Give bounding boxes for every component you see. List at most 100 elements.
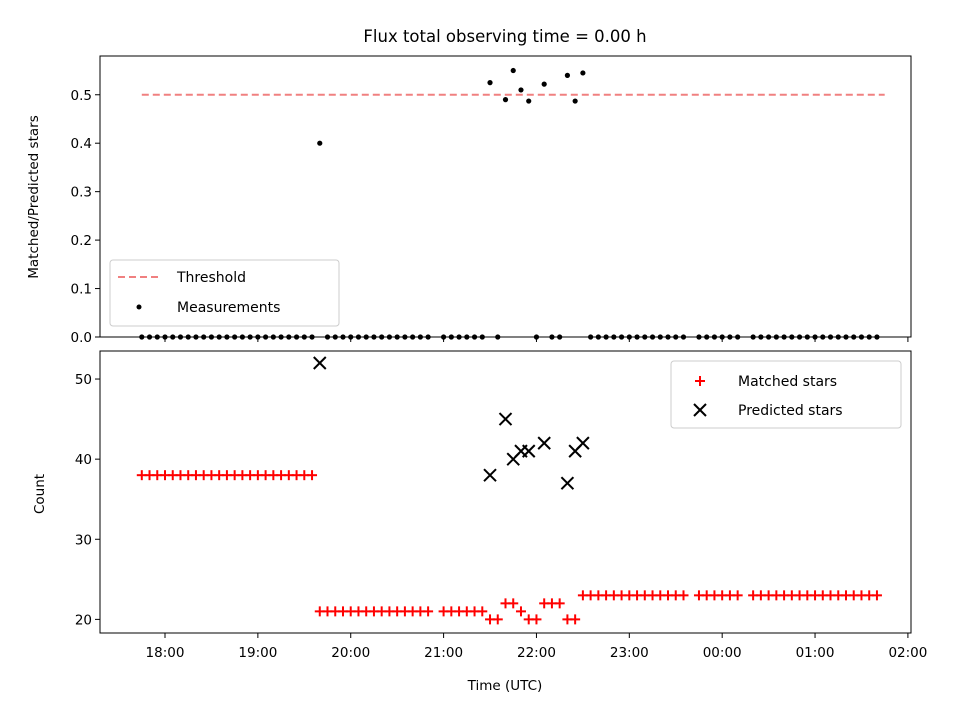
matched-star-point <box>531 614 542 625</box>
predicted-star-point <box>522 444 536 458</box>
x-tick-label: 18:00 <box>146 645 185 661</box>
top-y-tick-label: 0.0 <box>71 330 92 346</box>
matched-star-point <box>732 590 743 601</box>
top-panel-ratio: 0.0 0.1 0.2 0.3 0.4 0.5 <box>71 55 912 346</box>
measurement-point <box>680 334 687 340</box>
measurement-point <box>317 140 323 146</box>
measurement-point <box>216 334 222 340</box>
measurement-point <box>618 334 625 340</box>
measurement-point <box>348 334 354 340</box>
measurement-point <box>379 334 385 340</box>
matched-star-point <box>423 606 434 617</box>
measurement-point <box>139 334 145 340</box>
measurement-point <box>417 334 423 340</box>
predicted-star-point <box>537 436 551 450</box>
x-axis-label: Time (UTC) <box>467 678 543 694</box>
matched-star-point <box>492 614 503 625</box>
measurement-point <box>874 334 880 340</box>
bottom-plot-frame <box>99 350 912 634</box>
predicted-star-point <box>498 412 513 426</box>
top-legend: Threshold Measurements <box>109 259 340 327</box>
top-y-tick-label: 0.1 <box>71 282 92 298</box>
bottom-y-tick-label: 20 <box>75 612 92 628</box>
measurement-point <box>247 334 253 340</box>
measurement-point <box>340 334 346 340</box>
measurement-point <box>402 334 408 340</box>
measurement-point <box>363 334 369 340</box>
measurement-point <box>487 80 493 86</box>
matched-star-point <box>678 590 689 601</box>
measurement-point <box>278 334 284 340</box>
measurement-point <box>193 334 199 340</box>
x-tick-label: 00:00 <box>703 645 742 661</box>
measurement-point <box>564 72 571 78</box>
measurement-point <box>448 334 454 340</box>
measurement-point <box>557 334 563 340</box>
measurement-point <box>410 334 416 340</box>
top-y-tick-label: 0.4 <box>71 136 92 152</box>
x-tick-label: 02:00 <box>888 645 927 661</box>
measurement-point <box>642 334 648 340</box>
measurement-point <box>526 98 532 104</box>
x-tick-label: 23:00 <box>610 645 649 661</box>
measurement-point <box>263 334 269 340</box>
matched-star-point <box>477 606 488 617</box>
top-y-axis-label: Matched/Predicted stars <box>26 115 42 278</box>
measurement-point <box>224 334 230 340</box>
measurement-point <box>626 334 632 340</box>
top-y-tick-label: 0.3 <box>71 185 92 201</box>
matched-star-point <box>554 598 565 609</box>
top-y-tick-label: 0.2 <box>71 233 92 249</box>
predicted-star-point <box>560 476 575 490</box>
matched-star-point <box>307 470 318 481</box>
measurement-point <box>843 334 849 340</box>
measurement-point <box>332 334 338 340</box>
measurement-point <box>170 334 176 340</box>
matched-star-point <box>871 590 882 601</box>
measurement-point <box>665 334 671 340</box>
measurement-point <box>324 334 331 340</box>
measurement-point <box>804 334 810 340</box>
measurement-point <box>827 334 834 340</box>
measurement-point <box>696 334 702 340</box>
measurement-point <box>533 334 540 340</box>
measurement-point <box>773 334 779 340</box>
measurement-point <box>758 334 764 340</box>
bottom-y-tick-label: 30 <box>75 532 92 548</box>
measurement-point <box>580 70 586 76</box>
measurement-point <box>518 87 524 93</box>
legend-matched-label: Matched stars <box>738 374 837 390</box>
measurement-point <box>866 334 872 340</box>
measurement-point <box>146 334 153 340</box>
measurement-point <box>355 334 362 340</box>
measurement-point <box>293 334 300 340</box>
measurement-point <box>239 334 245 340</box>
measurement-point <box>440 334 447 340</box>
measurement-point <box>201 334 207 340</box>
measurement-point <box>162 334 168 340</box>
measurement-point <box>177 334 184 340</box>
measurement-point <box>208 334 215 340</box>
measurement-point <box>154 334 160 340</box>
measurement-point <box>495 334 501 340</box>
bottom-y-tick-label: 50 <box>75 372 92 388</box>
measurement-point <box>510 67 516 74</box>
measurement-point <box>371 334 377 340</box>
measurement-point <box>425 334 431 340</box>
bottom-y-axis-label: Count <box>32 474 48 514</box>
measurement-point <box>719 334 725 340</box>
legend-predicted-label: Predicted stars <box>738 403 843 419</box>
measurement-point <box>766 334 772 340</box>
predicted-star-point <box>483 468 497 482</box>
x-tick-label: 21:00 <box>424 645 463 661</box>
measurement-point <box>727 334 733 340</box>
measurement-point <box>735 334 741 340</box>
legend-matched-swatch <box>695 376 705 386</box>
measurement-point <box>394 334 400 340</box>
measurement-point <box>851 334 857 340</box>
measurement-point <box>789 334 795 340</box>
measurement-point <box>549 334 555 340</box>
measurement-point <box>255 334 261 340</box>
x-tick-label: 01:00 <box>796 645 835 661</box>
